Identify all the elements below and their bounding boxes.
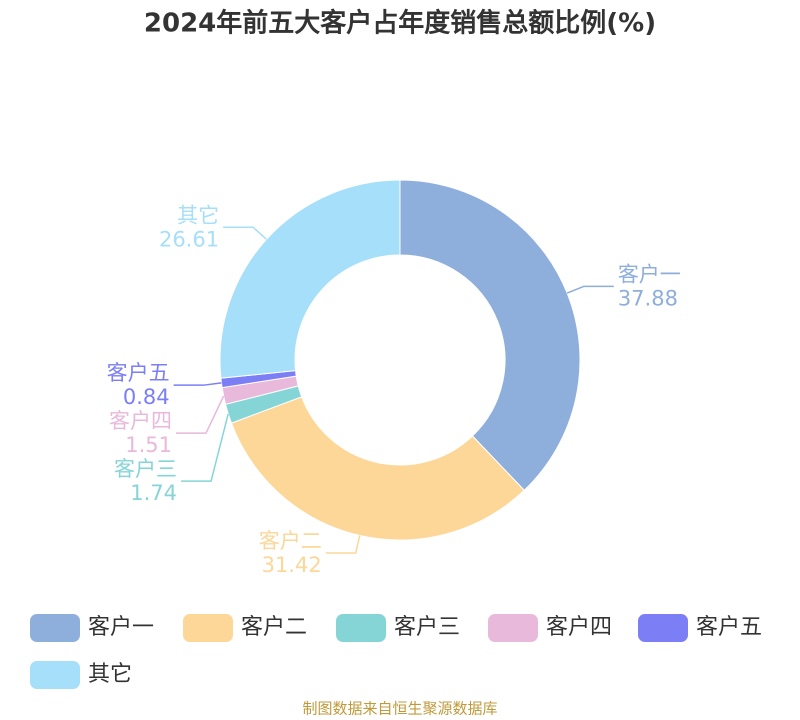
legend-swatch [336, 614, 386, 642]
data-label-name: 其它 [177, 203, 219, 227]
data-label-value: 26.61 [159, 227, 219, 251]
slice [219, 179, 401, 379]
legend-swatch [30, 614, 80, 642]
legend-label: 客户一 [88, 615, 154, 640]
data-label-value: 31.42 [262, 553, 322, 577]
data-label-name: 客户四 [109, 409, 172, 433]
data-label-value: 37.88 [618, 286, 678, 310]
leader-line [181, 413, 229, 482]
legend-label: 客户三 [394, 615, 460, 640]
source: 制图数据来自恒生聚源数据库 [302, 700, 497, 718]
leader-line [173, 382, 222, 386]
slice [399, 179, 581, 491]
leader-line [176, 395, 225, 434]
legend-swatch [488, 614, 538, 642]
chart-title: 2024年前五大客户占年度销售总额比例(%) [144, 8, 656, 39]
data-label-name: 客户五 [107, 361, 170, 385]
data-label-value: 1.51 [125, 433, 172, 457]
data-label-name: 客户三 [114, 457, 177, 481]
slice [230, 396, 525, 541]
legend-label: 其它 [88, 662, 132, 687]
data-label-value: 0.84 [123, 385, 170, 409]
leader-line [566, 285, 614, 294]
legend-swatch [183, 614, 233, 642]
legend-label: 客户四 [546, 615, 612, 640]
legend-swatch [30, 661, 80, 689]
legend-label: 客户五 [696, 615, 762, 640]
leader-line [223, 226, 267, 240]
data-label-name: 客户一 [618, 262, 681, 286]
leader-line [325, 535, 361, 554]
legend-swatch [638, 614, 688, 642]
data-label-value: 1.74 [130, 481, 177, 505]
data-label-name: 客户二 [259, 529, 322, 553]
legend-label: 客户二 [241, 615, 307, 640]
